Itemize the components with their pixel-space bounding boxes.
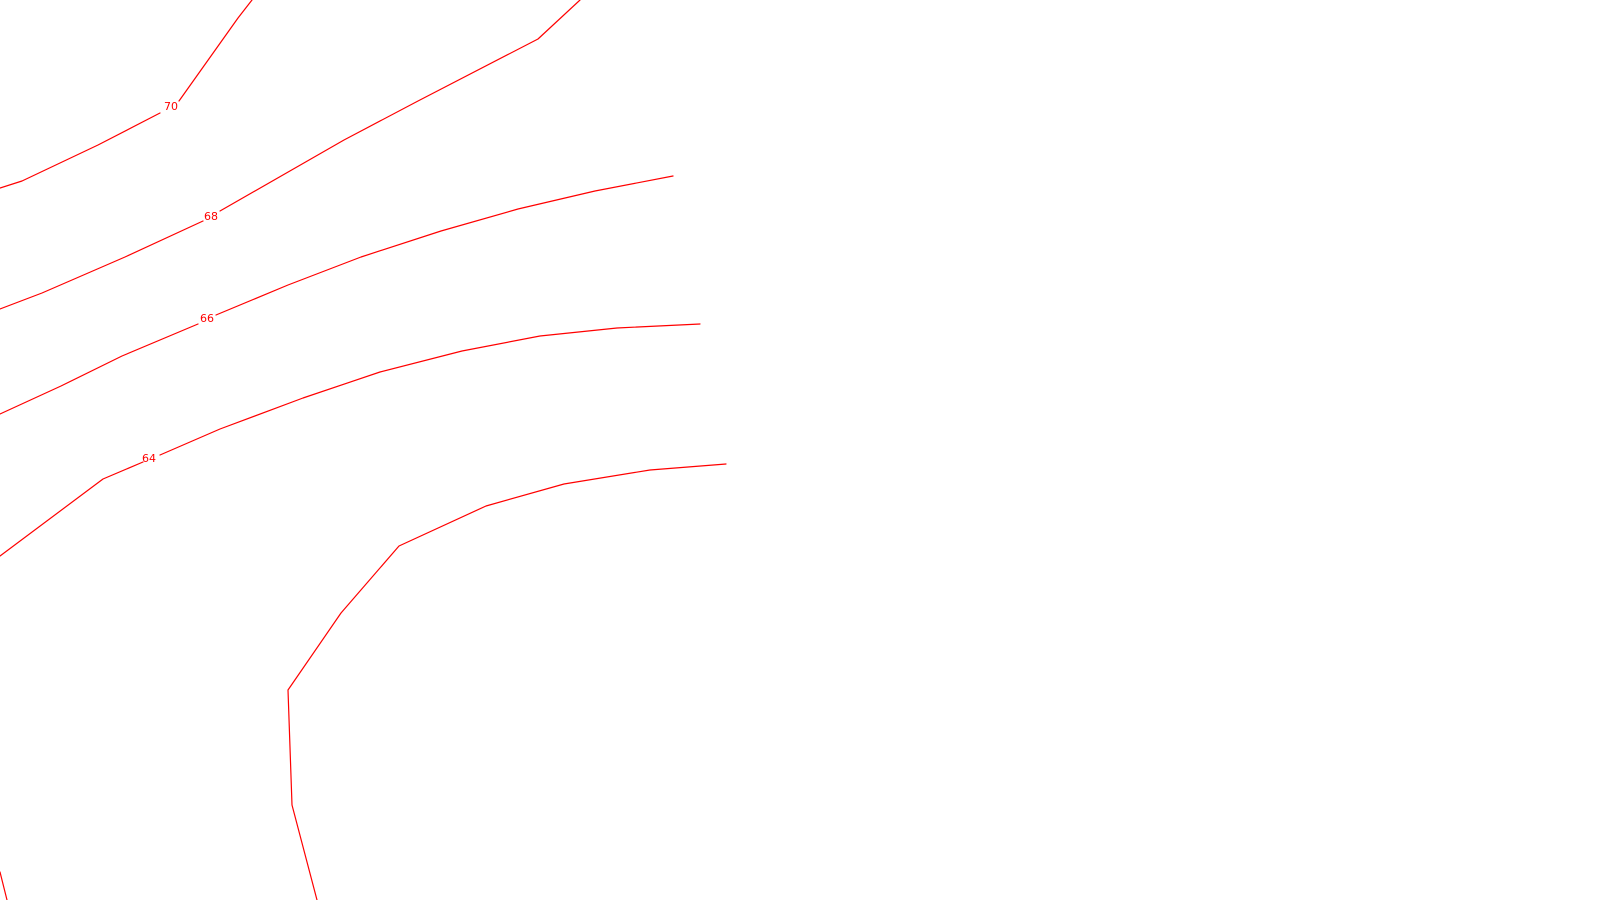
contour-line-62 bbox=[287, 463, 727, 900]
contour-label-66: 66 bbox=[200, 312, 214, 325]
contour-label-68: 68 bbox=[204, 210, 218, 223]
contour-line-66 bbox=[215, 175, 674, 316]
contour-line-68 bbox=[219, 0, 581, 212]
contour-line-64 bbox=[159, 323, 701, 456]
contour-line-66 bbox=[0, 323, 199, 415]
contour-line-70 bbox=[178, 0, 253, 102]
contour-line-stub bbox=[0, 871, 8, 900]
contour-line-64 bbox=[0, 461, 144, 557]
contour-label-64: 64 bbox=[142, 452, 156, 465]
contour-label-70: 70 bbox=[164, 100, 178, 113]
contour-line-68 bbox=[0, 220, 204, 310]
contour-line-70 bbox=[0, 112, 161, 189]
